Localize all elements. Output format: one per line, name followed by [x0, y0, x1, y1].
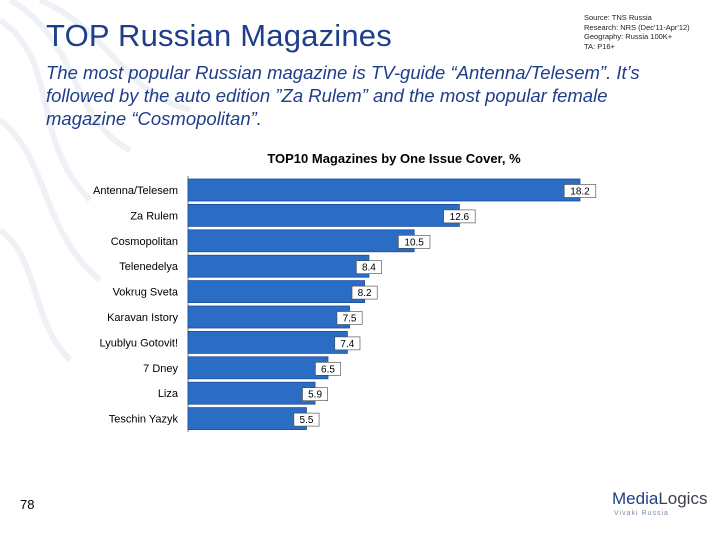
data-label: 6.5 — [321, 364, 335, 375]
bar — [187, 254, 370, 278]
bar — [187, 280, 366, 304]
medialogics-logo: MediaLogics Vivaki Russia — [612, 489, 712, 525]
data-label-box — [398, 235, 431, 249]
bar — [187, 203, 460, 227]
data-label: 7.5 — [343, 314, 357, 325]
bar — [187, 330, 348, 354]
data-label-box — [315, 361, 341, 376]
data-label: 12.6 — [450, 212, 470, 223]
chart-title: TOP10 Magazines by One Issue Cover, % — [267, 151, 521, 166]
source-note: Source: TNS Russia Research: NRS (Dec'11… — [584, 13, 714, 51]
research-line: Research: NRS (Dec'11-Apr'12) — [584, 22, 690, 32]
category-label: Za Rulem — [130, 210, 178, 222]
data-label-box — [563, 184, 597, 198]
data-label-box — [336, 311, 363, 325]
data-label-box — [351, 285, 378, 300]
bar — [187, 407, 307, 431]
data-label: 18.2 — [570, 187, 590, 198]
logo-name-part1: Media — [612, 489, 659, 508]
category-label: Liza — [158, 388, 179, 400]
bar — [187, 356, 329, 380]
source-line: Source: TNS Russia — [584, 13, 652, 22]
data-label: 7.4 — [340, 339, 354, 350]
category-label: Teschin Yazyk — [109, 414, 179, 426]
target-audience-line: TA: P16+ — [584, 41, 615, 51]
data-label: 5.5 — [300, 415, 314, 426]
data-label: 10.5 — [404, 237, 424, 248]
category-label: Karavan Istory — [107, 312, 178, 324]
category-label: Telenedelya — [119, 261, 179, 273]
data-label-box — [302, 387, 328, 402]
data-label-box — [356, 260, 382, 275]
data-label-box — [334, 336, 361, 351]
geography-line: Geography: Russia 100K+ — [584, 32, 673, 42]
data-label-box — [443, 209, 476, 224]
bar — [187, 305, 350, 329]
page-subtitle: The most popular Russian magazine is TV-… — [46, 62, 640, 129]
category-label: Cosmopolitan — [111, 236, 178, 248]
data-label: 5.9 — [308, 390, 322, 401]
logo-name-part2: Logics — [658, 489, 708, 508]
bar — [187, 178, 581, 202]
data-label: 8.2 — [358, 288, 372, 299]
logo-tagline: Vivaki Russia — [614, 510, 669, 517]
category-label: Vokrug Sveta — [113, 287, 179, 299]
data-label-box — [293, 412, 320, 427]
category-label: 7 Dney — [143, 363, 178, 375]
category-label: Lyublyu Gotovit! — [100, 337, 178, 349]
page-title: TOP Russian Magazines — [46, 18, 392, 53]
bar — [187, 229, 415, 253]
bar — [187, 381, 316, 405]
page-number: 78 — [20, 497, 35, 512]
category-label: Antenna/Telesem — [93, 185, 178, 197]
data-label: 8.4 — [362, 263, 376, 274]
